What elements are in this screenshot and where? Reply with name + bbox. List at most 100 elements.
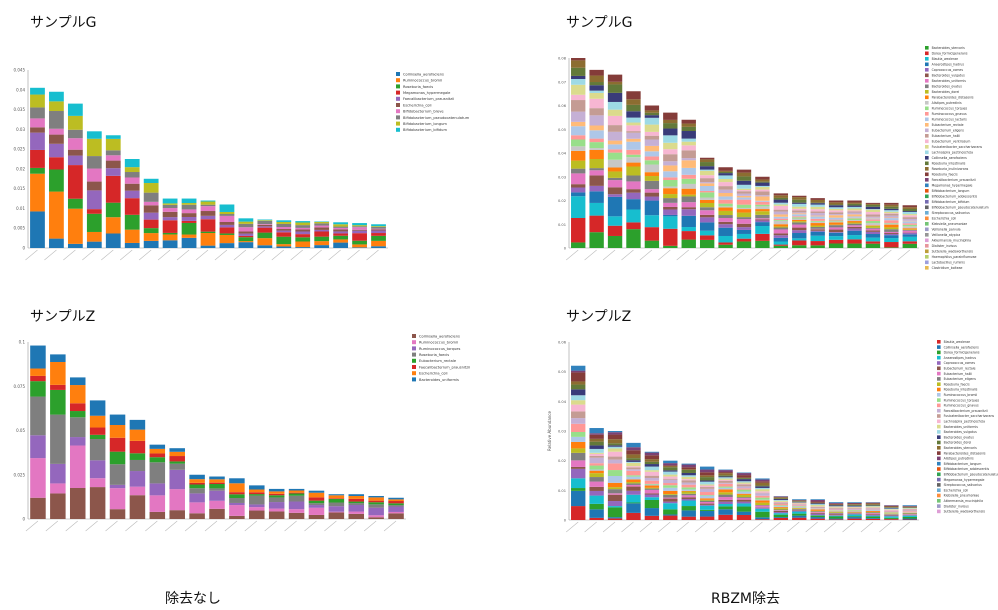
legend-swatch <box>925 84 929 89</box>
bar-segment <box>352 233 367 241</box>
bar-segment <box>902 221 917 224</box>
legend-label: Bifidobacterium_bifidum <box>932 200 970 204</box>
bar-segment <box>828 510 844 511</box>
legend-swatch <box>937 382 941 386</box>
bar-segment <box>314 221 330 223</box>
bar-segment <box>288 493 305 496</box>
bar-segment <box>773 199 789 203</box>
bar-segment <box>718 487 733 490</box>
bar-segment <box>268 493 285 496</box>
bar-segment <box>626 484 641 487</box>
bar-segment <box>755 493 770 496</box>
bar-segment <box>718 482 733 484</box>
bar-segment <box>162 220 178 233</box>
bar-segment <box>105 217 121 234</box>
bar-segment <box>169 463 185 470</box>
bar-segment <box>902 515 917 517</box>
bar-segment <box>773 235 789 238</box>
bar-segment <box>792 206 807 209</box>
bar-segment <box>143 212 159 220</box>
legend-swatch <box>412 371 416 376</box>
bar-segment <box>644 192 660 197</box>
bar-segment <box>589 130 604 139</box>
legend-swatch <box>396 78 400 83</box>
bar-segment <box>681 174 696 179</box>
bar-segment <box>333 233 349 236</box>
bar-segment <box>736 190 752 192</box>
bar-segment <box>238 223 254 228</box>
legend-label: Roseburia_faecis <box>932 173 958 177</box>
legend-label: Faecalibacterium_prausnitzii <box>419 365 470 369</box>
bar-segment <box>249 510 265 519</box>
legend-swatch <box>412 340 416 345</box>
bar-segment <box>257 238 273 246</box>
bar-segment <box>663 471 678 475</box>
x-tick-mark <box>45 520 59 532</box>
bar-segment <box>607 235 623 248</box>
bar-segment <box>124 229 140 243</box>
bar-segment <box>865 505 881 507</box>
bar-segment <box>308 503 325 506</box>
legend-swatch <box>925 260 929 265</box>
bar-segment <box>755 195 770 197</box>
bar-segment <box>810 499 825 500</box>
legend-swatch <box>925 95 929 100</box>
legend-label: Eubacterium_rectale <box>932 123 964 127</box>
bar-segment <box>699 498 715 500</box>
bar-segment <box>736 498 752 500</box>
bar-segment <box>681 490 696 492</box>
bar-stack <box>328 494 345 519</box>
bar-segment <box>718 175 733 179</box>
bar-segment <box>902 229 917 231</box>
bar-segment <box>810 204 825 207</box>
bar-segment <box>644 110 660 113</box>
bar-segment <box>333 235 349 240</box>
bar-segment <box>368 497 384 501</box>
legend-swatch <box>396 96 400 101</box>
legend-swatch <box>925 90 929 94</box>
bar-segment <box>902 518 917 520</box>
bar-segment <box>699 182 715 184</box>
legend-swatch <box>937 419 941 424</box>
bar-segment <box>755 481 770 483</box>
bar-segment <box>792 233 807 239</box>
bar-segment <box>200 206 216 212</box>
bar-segment <box>865 209 881 210</box>
bar-segment <box>30 211 45 248</box>
x-tick-mark <box>860 521 874 533</box>
bar-segment <box>810 209 825 212</box>
x-tick-mark <box>264 520 277 532</box>
bar-segment <box>681 119 696 124</box>
bar-segment <box>755 500 770 503</box>
bar-segment <box>626 486 641 491</box>
bar-segment <box>663 128 678 136</box>
x-tick-mark <box>120 249 133 261</box>
bar-segment <box>86 209 102 214</box>
bar-segment <box>333 239 349 243</box>
caption-no-removal: 除去なし <box>165 591 221 607</box>
bar-segment <box>681 467 696 470</box>
legend-swatch <box>937 456 941 461</box>
bar-segment <box>755 182 770 186</box>
bar-segment <box>86 213 102 232</box>
bar-segment <box>736 172 752 177</box>
y-tick-label: 0.04 <box>558 152 567 156</box>
bar-segment <box>699 501 715 504</box>
bar-segment <box>718 514 733 520</box>
legend-swatch <box>925 222 929 226</box>
y-tick-label: 0 <box>564 247 567 251</box>
bar-stack <box>209 476 225 519</box>
bar-segment <box>828 506 844 508</box>
bar-segment <box>699 183 715 186</box>
bar-segment <box>209 476 225 480</box>
bar-segment <box>571 488 586 491</box>
bar-segment <box>681 209 696 216</box>
x-tick-mark <box>731 249 745 261</box>
bar-segment <box>865 225 881 226</box>
bar-segment <box>328 512 345 519</box>
bar-segment <box>663 180 678 187</box>
legend-label: Faecalibacterium_prausnitzii <box>944 409 988 413</box>
bar-segment <box>663 214 678 217</box>
bar-segment <box>884 505 899 507</box>
bar-stack <box>773 193 789 248</box>
